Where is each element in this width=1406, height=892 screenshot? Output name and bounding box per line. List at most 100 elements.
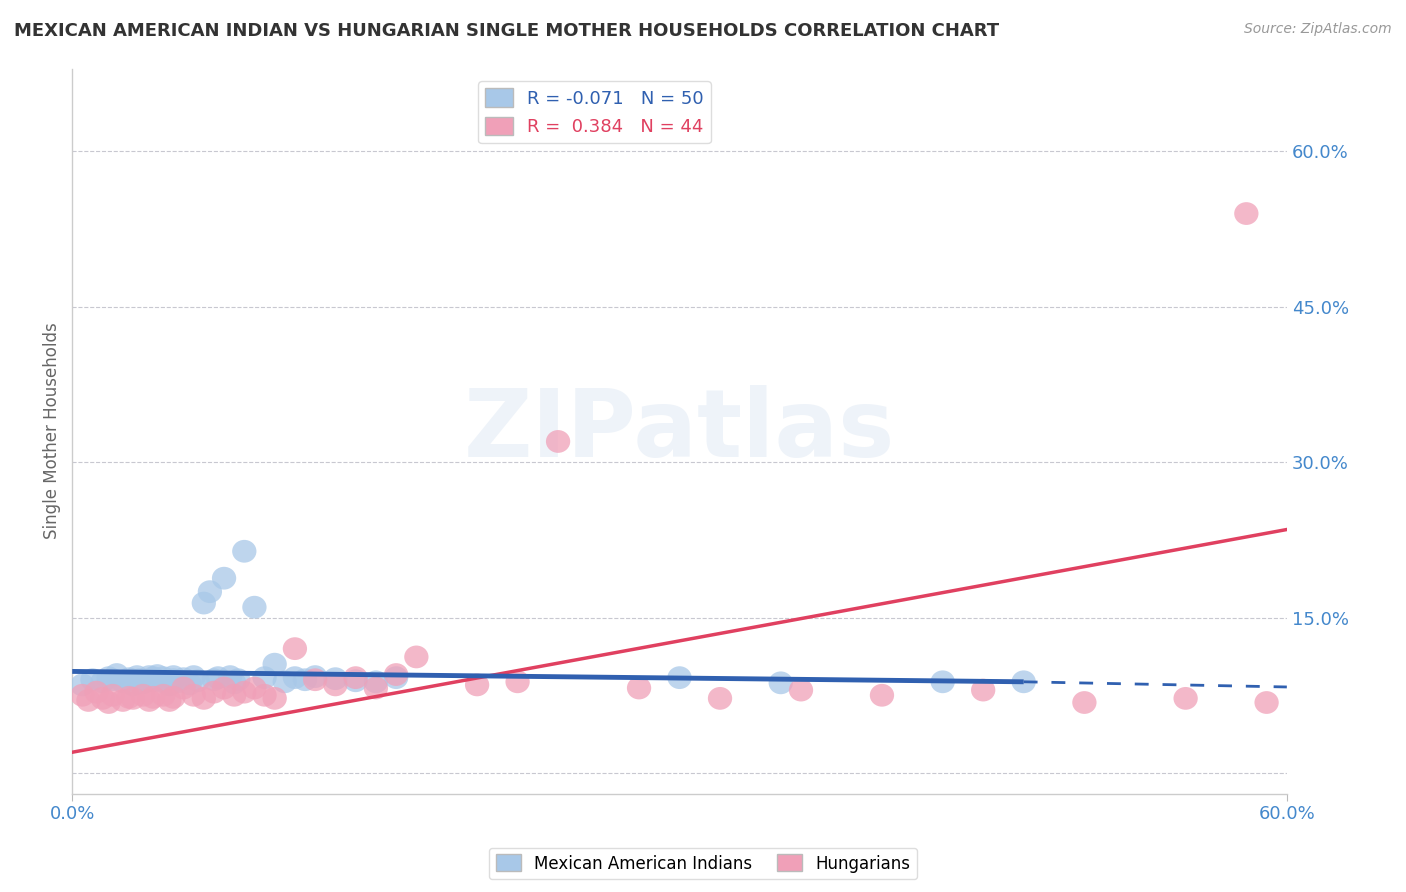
Ellipse shape [273,671,297,693]
Ellipse shape [465,673,489,697]
Ellipse shape [232,540,256,563]
Ellipse shape [283,666,307,689]
Ellipse shape [1254,691,1278,714]
Ellipse shape [283,637,307,660]
Ellipse shape [202,668,226,691]
Ellipse shape [117,686,141,709]
Legend: R = -0.071   N = 50, R =  0.384   N = 44: R = -0.071 N = 50, R = 0.384 N = 44 [478,81,711,144]
Ellipse shape [101,668,125,691]
Ellipse shape [104,663,129,686]
Ellipse shape [304,665,328,688]
Ellipse shape [1073,691,1097,714]
Ellipse shape [141,666,166,689]
Ellipse shape [304,668,328,691]
Ellipse shape [707,687,733,710]
Ellipse shape [191,687,217,710]
Ellipse shape [121,673,145,697]
Y-axis label: Single Mother Households: Single Mother Households [44,323,60,540]
Ellipse shape [364,671,388,693]
Ellipse shape [76,689,101,712]
Ellipse shape [127,668,152,691]
Ellipse shape [668,666,692,689]
Ellipse shape [972,679,995,701]
Ellipse shape [343,669,368,692]
Ellipse shape [364,677,388,699]
Ellipse shape [263,653,287,675]
Ellipse shape [177,673,202,695]
Ellipse shape [198,581,222,603]
Ellipse shape [152,684,176,706]
Ellipse shape [1234,202,1258,225]
Ellipse shape [181,665,205,688]
Ellipse shape [117,667,141,690]
Ellipse shape [97,666,121,689]
Ellipse shape [789,679,813,701]
Ellipse shape [384,666,408,689]
Ellipse shape [172,667,195,690]
Text: Source: ZipAtlas.com: Source: ZipAtlas.com [1244,22,1392,37]
Ellipse shape [101,684,125,706]
Ellipse shape [263,687,287,710]
Ellipse shape [212,566,236,590]
Ellipse shape [172,677,195,699]
Ellipse shape [111,689,135,712]
Ellipse shape [145,665,169,687]
Ellipse shape [141,686,166,709]
Ellipse shape [226,668,250,691]
Text: MEXICAN AMERICAN INDIAN VS HUNGARIAN SINGLE MOTHER HOUSEHOLDS CORRELATION CHART: MEXICAN AMERICAN INDIAN VS HUNGARIAN SIN… [14,22,1000,40]
Ellipse shape [323,667,347,690]
Ellipse shape [131,684,155,706]
Ellipse shape [191,591,217,615]
Ellipse shape [202,681,226,704]
Ellipse shape [505,671,530,693]
Ellipse shape [292,668,318,691]
Text: ZIPatlas: ZIPatlas [464,385,896,477]
Ellipse shape [222,672,246,694]
Ellipse shape [121,687,145,710]
Ellipse shape [242,677,267,699]
Ellipse shape [870,684,894,706]
Ellipse shape [218,665,242,688]
Ellipse shape [157,673,181,697]
Ellipse shape [80,668,104,691]
Ellipse shape [1174,687,1198,710]
Ellipse shape [141,669,166,692]
Legend: Mexican American Indians, Hungarians: Mexican American Indians, Hungarians [489,847,917,880]
Ellipse shape [627,677,651,699]
Ellipse shape [253,684,277,706]
Ellipse shape [111,671,135,693]
Ellipse shape [162,668,186,691]
Ellipse shape [162,686,186,709]
Ellipse shape [384,663,408,686]
Ellipse shape [212,677,236,699]
Ellipse shape [769,672,793,694]
Ellipse shape [1011,671,1036,693]
Ellipse shape [90,671,115,693]
Ellipse shape [152,666,176,689]
Ellipse shape [546,430,571,453]
Ellipse shape [205,666,231,689]
Ellipse shape [131,672,155,694]
Ellipse shape [136,665,162,688]
Ellipse shape [157,689,181,712]
Ellipse shape [242,596,267,618]
Ellipse shape [90,687,115,710]
Ellipse shape [404,646,429,668]
Ellipse shape [70,684,94,706]
Ellipse shape [70,673,94,697]
Ellipse shape [222,684,246,706]
Ellipse shape [162,665,186,688]
Ellipse shape [166,671,190,693]
Ellipse shape [84,681,108,704]
Ellipse shape [186,669,209,692]
Ellipse shape [97,691,121,714]
Ellipse shape [232,681,256,704]
Ellipse shape [152,671,176,693]
Ellipse shape [136,689,162,712]
Ellipse shape [931,671,955,693]
Ellipse shape [181,684,205,706]
Ellipse shape [253,666,277,689]
Ellipse shape [343,666,368,689]
Ellipse shape [125,665,149,688]
Ellipse shape [323,673,347,697]
